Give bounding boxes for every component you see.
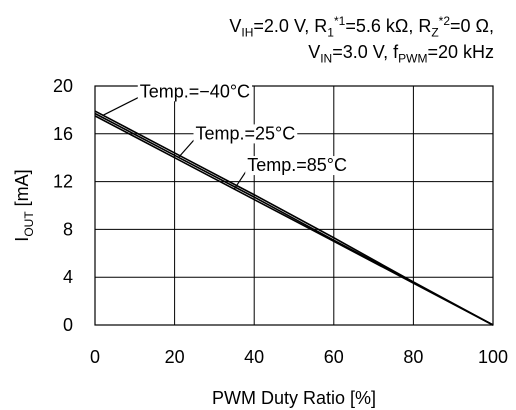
x-tick-label: 60 xyxy=(324,347,344,367)
x-tick-label: 20 xyxy=(165,347,185,367)
x-tick-label: 0 xyxy=(90,347,100,367)
conditions-line-1: VIH=2.0 V, R1*1=5.6 kΩ, RZ*2=0 Ω, xyxy=(229,14,494,40)
annotation-leader-0 xyxy=(102,96,140,116)
annotation-bg-0 xyxy=(137,82,253,102)
annotation-leader-1 xyxy=(178,139,195,158)
y-tick-label: 8 xyxy=(63,219,73,239)
y-tick-label: 0 xyxy=(63,315,73,335)
series-line-2 xyxy=(94,115,494,326)
annotation-bg-2 xyxy=(245,156,349,176)
y-tick-label: 16 xyxy=(53,124,73,144)
annotation-label-1: Temp.=25°C xyxy=(196,123,296,143)
annotation-leader-2 xyxy=(233,170,247,190)
annotation-bg-1 xyxy=(193,124,298,144)
x-tick-label: 100 xyxy=(478,347,508,367)
plot-frame xyxy=(94,85,494,326)
x-axis-label: PWM Duty Ratio [%] xyxy=(212,388,376,408)
y-tick-label: 20 xyxy=(53,76,73,96)
y-axis-label: IOUT [mA] xyxy=(12,169,36,241)
x-tick-label: 40 xyxy=(244,347,264,367)
annotation-label-2: Temp.=85°C xyxy=(247,155,347,175)
x-tick-label: 80 xyxy=(403,347,423,367)
annotation-label-0: Temp.=−40°C xyxy=(140,81,250,101)
y-tick-label: 4 xyxy=(63,267,73,287)
y-tick-label: 12 xyxy=(53,172,73,192)
conditions-line-2: VIN=3.0 V, fPWM=20 kHz xyxy=(308,42,494,66)
